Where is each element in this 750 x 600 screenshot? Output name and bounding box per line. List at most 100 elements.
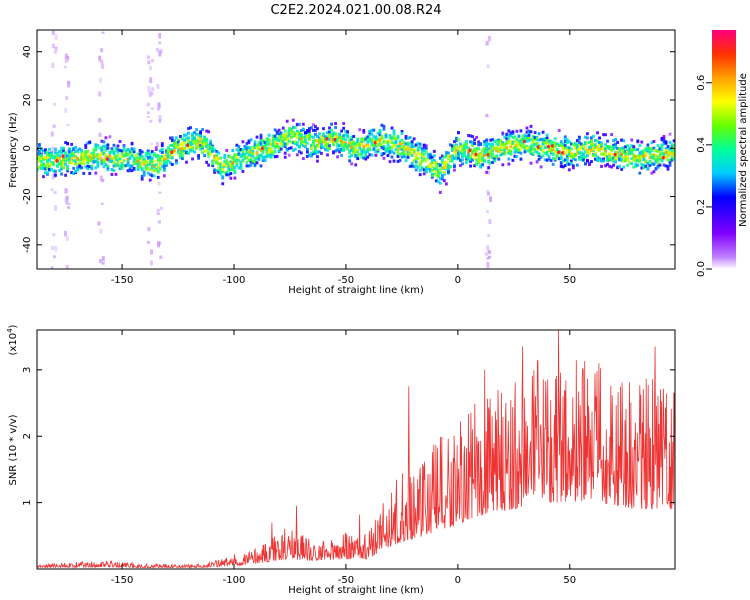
spectrogram-cell <box>122 145 126 149</box>
spectrogram-cell <box>586 132 589 136</box>
spectrogram-cell <box>259 141 263 145</box>
spectrogram-cell <box>602 152 605 156</box>
spectrogram-cell <box>136 166 140 170</box>
spectrogram-cell <box>209 142 213 146</box>
spectrogram-cell <box>573 141 577 145</box>
spectrogram-cell <box>549 159 553 163</box>
spectrogram-cell <box>416 151 420 155</box>
spectrogram-cell <box>239 155 243 159</box>
spectrogram-cell <box>368 129 372 133</box>
spectrogram-cell <box>221 182 225 186</box>
spectrogram-cell <box>338 139 342 143</box>
spectrogram-cell <box>48 167 51 171</box>
spectrogram-cell <box>596 139 599 143</box>
spectrogram-cell <box>90 155 94 159</box>
spectrogram-cell <box>46 153 49 157</box>
spectrogram-cell <box>489 151 493 155</box>
spectrogram-cell <box>644 160 648 164</box>
spectrogram-cell <box>362 128 366 132</box>
spectrogram-cell <box>670 155 674 159</box>
spectrogram-cell <box>511 142 515 146</box>
spectrogram-cell <box>507 129 511 133</box>
spectrogram-cell <box>495 146 499 150</box>
spectrogram-cell <box>118 157 122 161</box>
spectrogram-cell <box>660 143 664 147</box>
spectrogram-cell <box>312 135 315 139</box>
spectrogram-cell <box>366 148 370 152</box>
spectrogram-cell <box>422 148 426 152</box>
spectrogram-cell <box>396 151 400 155</box>
spectrogram-cell <box>622 155 626 159</box>
spectrogram-cell <box>455 157 458 161</box>
spectrogram-cell <box>82 160 86 164</box>
spectrogram-cell <box>569 151 573 155</box>
spectrogram-cell <box>102 161 106 165</box>
spectrogram-cell <box>469 154 472 158</box>
spectrogram-cell <box>650 162 654 166</box>
spectrogram-cell <box>160 150 164 154</box>
spectrogram-cell <box>352 134 356 138</box>
spectrogram-cell <box>616 146 620 150</box>
spectrogram-cell <box>239 167 243 171</box>
spectrogram-cell <box>509 152 513 156</box>
spectrogram-cell <box>263 147 267 151</box>
spectrogram-cell <box>56 151 59 155</box>
spectrogram-cell <box>104 153 108 157</box>
spectrogram-cell <box>297 131 301 135</box>
spectrogram-cell <box>479 152 483 156</box>
spectrogram-cell <box>312 139 315 143</box>
spectrogram-cell <box>471 142 474 146</box>
spectrogram-cell <box>581 154 585 158</box>
spectrogram-cell <box>638 159 642 163</box>
spectrogram-cell <box>146 156 150 160</box>
spectrogram-cell <box>442 179 446 183</box>
spectrogram-cell <box>529 124 533 128</box>
spectrogram-cell <box>285 148 289 152</box>
spectrogram-cell <box>114 146 118 150</box>
spectrogram-cell <box>158 156 162 160</box>
spectrogram-cell <box>130 154 134 158</box>
spectrogram-cell <box>372 135 376 139</box>
spectrogram-cell <box>571 166 575 170</box>
spectrogram-cell <box>402 141 406 145</box>
spectrogram-cell <box>579 158 583 162</box>
spectrogram-cell <box>112 143 116 147</box>
spectrogram-cell <box>231 165 235 169</box>
spectrogram-cell <box>626 144 630 148</box>
spectrogram-cell <box>199 147 202 151</box>
spectrogram-cell <box>68 153 72 157</box>
spectrogram-cell <box>529 150 533 154</box>
spectrogram-cell <box>473 147 476 151</box>
spectrogram-streak-cell <box>158 32 162 39</box>
spectrogram-cell <box>287 153 291 157</box>
spectrogram-cell <box>444 160 448 164</box>
spectrogram-cell <box>177 138 180 142</box>
spectrogram-cell <box>422 152 426 156</box>
spectrogram-cell <box>620 138 624 142</box>
spectrogram-cell <box>132 157 136 161</box>
spectrogram-cell <box>451 147 454 151</box>
spectrogram-cell <box>616 156 620 160</box>
spectrogram-cell <box>205 142 209 146</box>
spectrogram-cell <box>72 155 76 159</box>
spectrogram-cell <box>380 142 384 146</box>
spectrogram-cell <box>245 147 249 151</box>
snr-x-tick-label: -100 <box>223 575 246 586</box>
spectrogram-cell <box>106 164 110 168</box>
spectrogram-cell <box>533 138 537 142</box>
spectrogram-cell <box>487 150 491 154</box>
spectrogram-cell <box>237 152 241 156</box>
spectrogram-cell <box>447 154 450 158</box>
spectrogram-cell <box>390 145 394 149</box>
spectrogram-cell <box>590 149 593 153</box>
spectrogram-cell <box>499 152 503 156</box>
spectrogram-cell <box>92 160 96 164</box>
colorbar-label: Normalized spectral amplitude <box>738 73 749 227</box>
spectrogram-cell <box>209 152 213 156</box>
spectrogram-cell <box>354 142 358 146</box>
spectrogram-cell <box>138 157 142 161</box>
spectrogram-cell <box>346 143 350 147</box>
spectrogram-cell <box>247 164 251 168</box>
spectrogram-cell <box>189 148 192 152</box>
spectrogram-cell <box>257 141 261 145</box>
